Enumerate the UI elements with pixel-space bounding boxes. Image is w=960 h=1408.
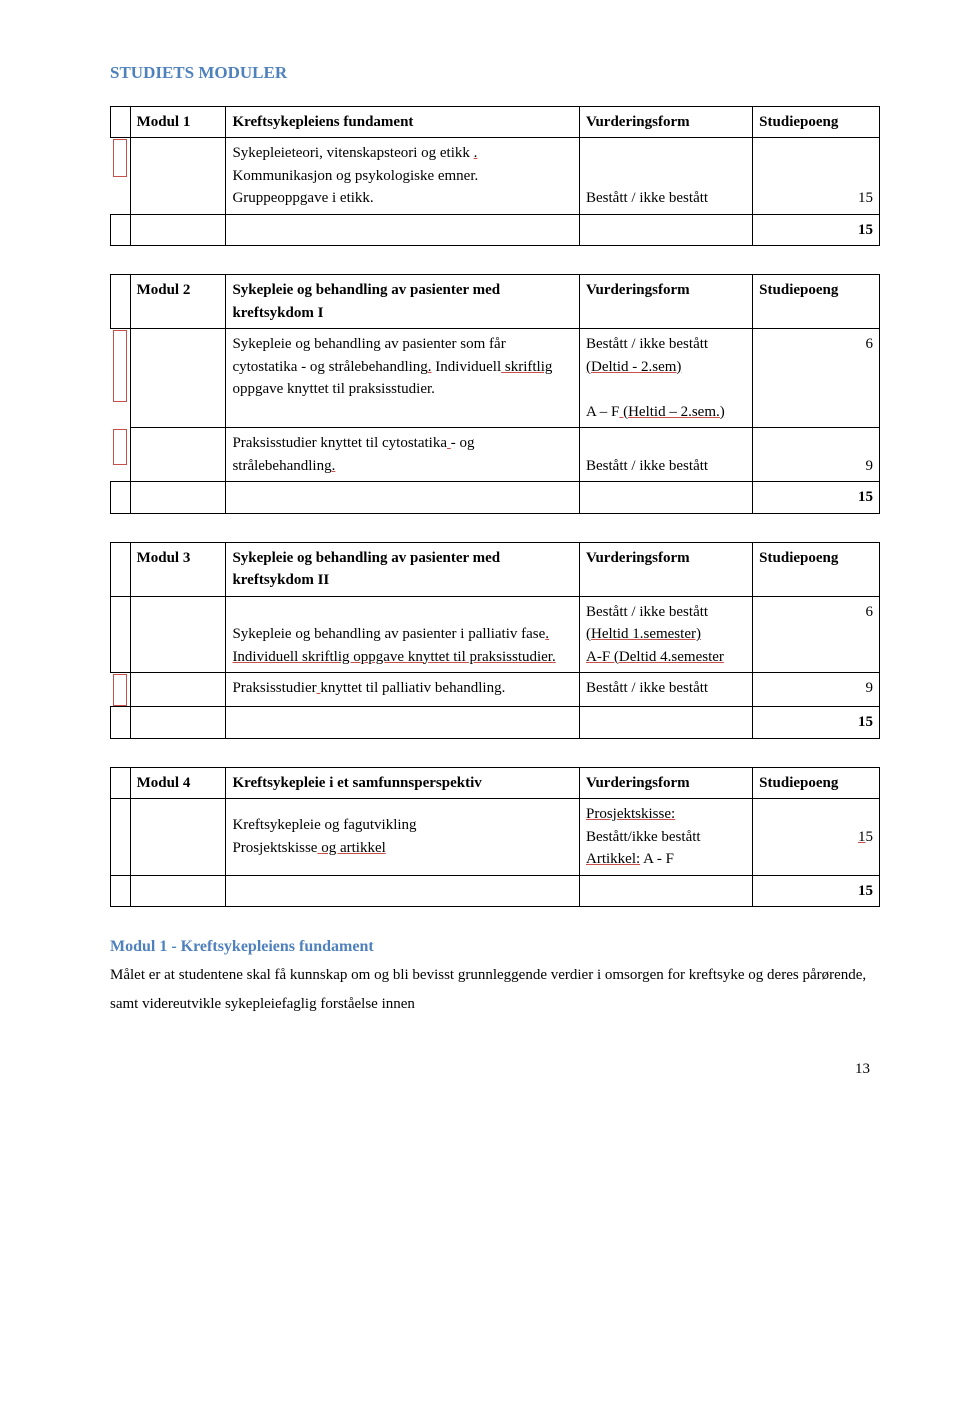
tracked-change: (Heltid 1.semester) — [586, 626, 701, 642]
cell-total: 15 — [753, 482, 880, 514]
cell-form: Bestått / ikke bestått (Heltid 1.semeste… — [580, 596, 753, 673]
tracked-change: (Deltid - 2.sem) — [586, 359, 681, 375]
table-row: Modul 2 Sykepleie og behandling av pasie… — [111, 275, 880, 329]
module-label: Modul 1 — [130, 106, 226, 138]
change-bar-icon — [113, 330, 127, 402]
tracked-change: Individuell skriftlig oppgave knyttet ti… — [232, 649, 555, 665]
module-label: Modul 4 — [130, 767, 226, 799]
module-label: Modul 2 — [130, 275, 226, 329]
cell-desc: Sykepleie og behandling av pasienter i p… — [226, 596, 580, 673]
col-form-header: Vurderingsform — [580, 275, 753, 329]
cell-points: 15 — [753, 138, 880, 215]
table-row: 15 — [111, 214, 880, 246]
module-header: Kreftsykepleie i et samfunnsperspektiv — [226, 767, 580, 799]
col-form-header: Vurderingsform — [580, 767, 753, 799]
table-row: Modul 4 Kreftsykepleie i et samfunnspers… — [111, 767, 880, 799]
col-form-header: Vurderingsform — [580, 106, 753, 138]
change-bar-icon — [113, 674, 127, 706]
module-header: Sykepleie og behandling av pasienter med… — [226, 275, 580, 329]
tracked-change: ) — [720, 404, 725, 420]
cell-total: 15 — [753, 875, 880, 907]
table-row: Kreftsykepleie og fagutvikling Prosjekts… — [111, 799, 880, 876]
col-form-header: Vurderingsform — [580, 542, 753, 596]
cell-points: 9 — [753, 673, 880, 707]
cell-form: Bestått / ikke bestått — [580, 138, 753, 215]
cell-points: 15 — [753, 799, 880, 876]
change-bar-icon — [113, 429, 127, 465]
cell-desc: Praksisstudier knyttet til cytostatika -… — [226, 428, 580, 482]
col-points-header: Studiepoeng — [753, 275, 880, 329]
section-title: STUDIETS MODULER — [110, 60, 880, 86]
col-points-header: Studiepoeng — [753, 106, 880, 138]
table-modul-4: Modul 4 Kreftsykepleie i et samfunnspers… — [110, 767, 880, 908]
tracked-change: Prosjektskisse: — [586, 806, 675, 822]
table-row: 15 — [111, 707, 880, 739]
tracked-change: . — [332, 458, 336, 474]
table-row: Sykepleie og behandling av pasienter i p… — [111, 596, 880, 673]
cell-desc: Praksisstudier knyttet til palliativ beh… — [226, 673, 580, 707]
cell-total: 15 — [753, 214, 880, 246]
footer-text: Målet er at studentene skal få kunnskap … — [110, 961, 880, 1018]
cell-desc: Sykepleieteori, vitenskapsteori og etikk… — [226, 138, 580, 215]
tracked-change: (Heltid – 2.sem — [623, 404, 716, 420]
module-header: Sykepleie og behandling av pasienter med… — [226, 542, 580, 596]
table-modul-2: Modul 2 Sykepleie og behandling av pasie… — [110, 274, 880, 514]
tracked-change: 1 — [858, 829, 866, 845]
table-row: Sykepleieteori, vitenskapsteori og etikk… — [111, 138, 880, 215]
footer-heading: Modul 1 - Kreftsykepleiens fundament — [110, 938, 374, 955]
cell-points: 9 — [753, 428, 880, 482]
table-row: 15 — [111, 482, 880, 514]
footer-section: Modul 1 - Kreftsykepleiens fundament Mål… — [110, 935, 880, 1018]
table-modul-3: Modul 3 Sykepleie og behandling av pasie… — [110, 542, 880, 739]
tracked-change: A-F (Deltid 4.semester — [586, 649, 724, 665]
tracked-change: skriftlig — [505, 359, 553, 375]
col-points-header: Studiepoeng — [753, 767, 880, 799]
cell-form: Bestått / ikke bestått — [580, 428, 753, 482]
table-row: Modul 3 Sykepleie og behandling av pasie… — [111, 542, 880, 596]
col-points-header: Studiepoeng — [753, 542, 880, 596]
tracked-change: . — [428, 359, 432, 375]
cell-total: 15 — [753, 707, 880, 739]
cell-form: Bestått / ikke bestått (Deltid - 2.sem) … — [580, 329, 753, 428]
table-row: Modul 1 Kreftsykepleiens fundament Vurde… — [111, 106, 880, 138]
cell-points: 6 — [753, 329, 880, 428]
table-row: 15 — [111, 875, 880, 907]
page-number: 13 — [110, 1058, 880, 1081]
tracked-change: . — [545, 626, 549, 642]
table-row: Sykepleie og behandling av pasienter som… — [111, 329, 880, 428]
tracked-change: . — [474, 145, 478, 161]
cell-points: 6 — [753, 596, 880, 673]
cell-desc: Sykepleie og behandling av pasienter som… — [226, 329, 580, 428]
cell-form: Bestått / ikke bestått — [580, 673, 753, 707]
module-header: Kreftsykepleiens fundament — [226, 106, 580, 138]
module-label: Modul 3 — [130, 542, 226, 596]
cell-desc: Kreftsykepleie og fagutvikling Prosjekts… — [226, 799, 580, 876]
table-modul-1: Modul 1 Kreftsykepleiens fundament Vurde… — [110, 106, 880, 247]
table-row: Praksisstudier knyttet til cytostatika -… — [111, 428, 880, 482]
change-bar-icon — [113, 139, 127, 177]
table-row: Praksisstudier knyttet til palliativ beh… — [111, 673, 880, 707]
tracked-change: og artikkel — [321, 840, 386, 856]
tracked-change: Artikkel: — [586, 851, 640, 867]
cell-form: Prosjektskisse: Bestått/ikke bestått Art… — [580, 799, 753, 876]
